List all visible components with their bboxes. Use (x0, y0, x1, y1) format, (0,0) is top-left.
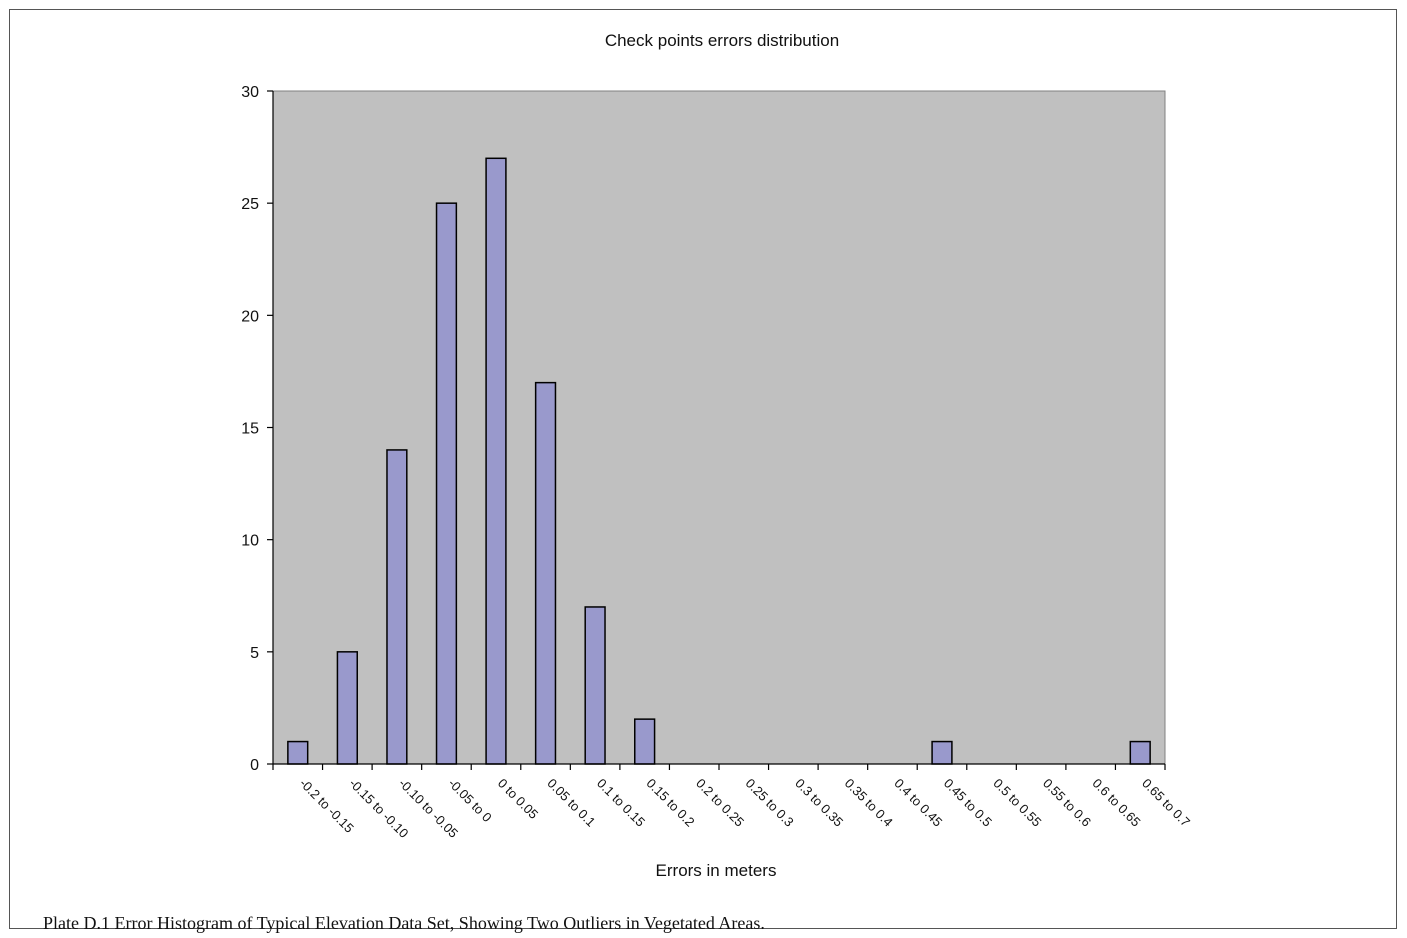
x-tick-label: -0.05 to 0 (445, 776, 494, 825)
y-tick-label: 5 (250, 645, 259, 662)
plot-area (272, 90, 1166, 765)
x-tick-label: 0.15 to 0.2 (644, 776, 698, 830)
y-tick-label: 30 (241, 84, 259, 101)
x-tick-label: 0.2 to 0.25 (693, 776, 747, 830)
histogram-bar (287, 740, 309, 765)
histogram-chart: Check points errors distribution 0 5 10 15 2… (241, 31, 1193, 880)
x-tick-label: 0.3 to 0.35 (792, 776, 846, 830)
x-tick-label: 0.05 to 0.1 (544, 776, 598, 830)
histogram-bar (1129, 740, 1151, 765)
x-tick-label: 0.35 to 0.4 (842, 776, 896, 830)
x-tick-label: 0 to 0.05 (495, 776, 541, 822)
figure-frame: Check points errors distribution 0 5 10 15 2… (9, 9, 1397, 933)
histogram-bar (534, 381, 557, 765)
histogram-bar (584, 606, 606, 765)
y-tick-label: 20 (241, 308, 259, 325)
y-tick-label: 0 (250, 757, 259, 774)
histogram-bar (634, 718, 656, 765)
figure-caption: Plate D.1 Error Histogram of Typical Ele… (43, 913, 765, 933)
histogram-bar (386, 449, 408, 765)
x-tick-label: 0.1 to 0.15 (594, 776, 648, 830)
x-axis: -0.2 to -0.15-0.15 to -0.10-0.10 to -0.0… (272, 763, 1193, 841)
x-tick-label: 0.25 to 0.3 (743, 776, 797, 830)
histogram-bar (435, 202, 458, 765)
x-tick-label: 0.45 to 0.5 (941, 776, 995, 830)
x-tick-label: 0.55 to 0.6 (1040, 776, 1094, 830)
y-axis: 0 5 10 15 20 25 30 (241, 84, 274, 774)
y-tick-label: 25 (241, 196, 259, 213)
bars-group (287, 157, 1151, 765)
x-tick-label: 0.4 to 0.45 (891, 776, 945, 830)
y-tick-label: 10 (241, 533, 259, 550)
histogram-bar (336, 651, 358, 765)
x-tick-label: 0.65 to 0.7 (1139, 776, 1193, 830)
y-tick-label: 15 (241, 421, 259, 438)
histogram-bar (485, 157, 507, 765)
x-tick-label: 0.6 to 0.65 (1090, 776, 1144, 830)
x-axis-label: Errors in meters (656, 861, 777, 880)
histogram-bar (931, 740, 953, 765)
x-tick-label: 0.5 to 0.55 (990, 776, 1044, 830)
chart-title: Check points errors distribution (605, 31, 839, 50)
